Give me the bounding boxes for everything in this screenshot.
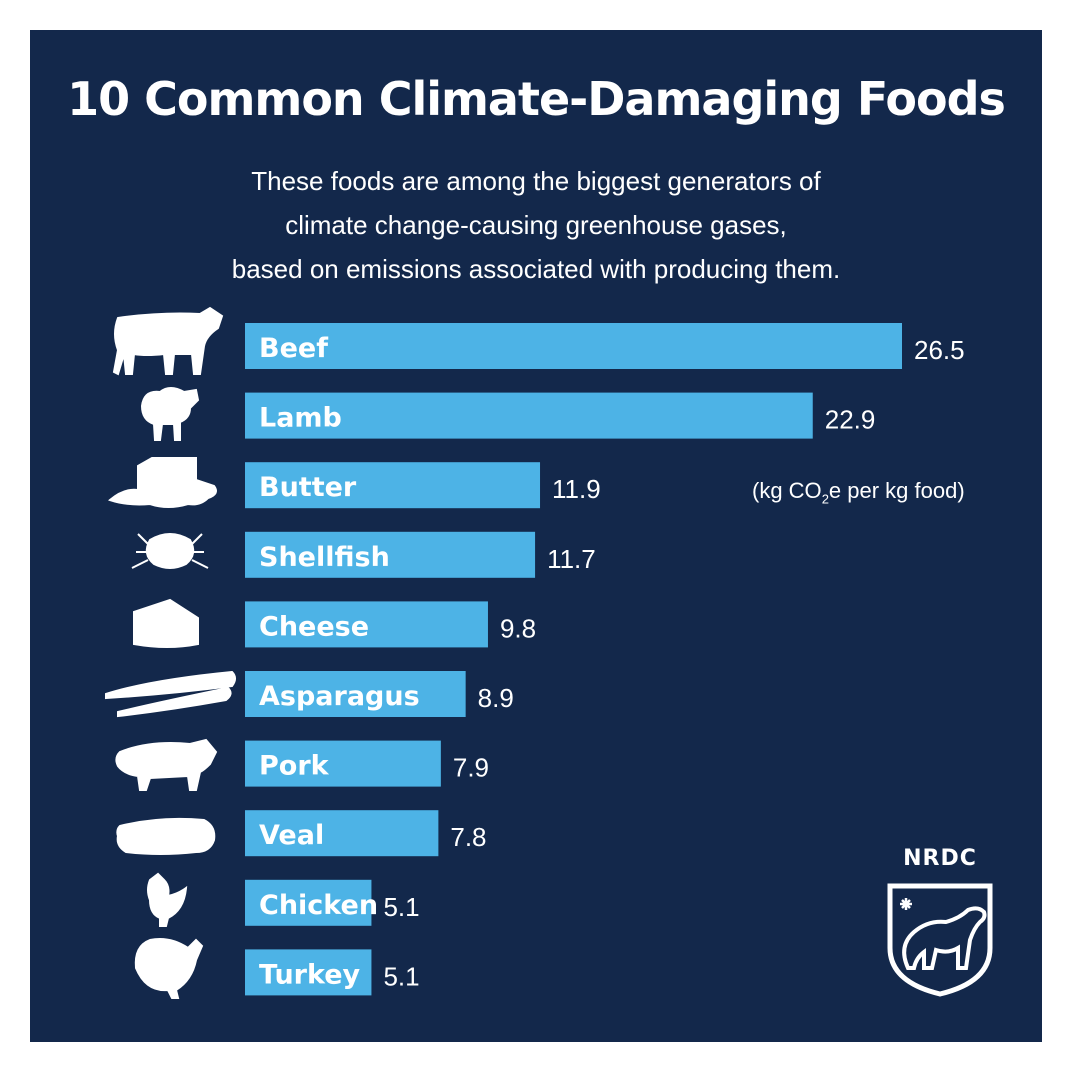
bar-label-veal: Veal — [259, 820, 324, 851]
value-label-lamb: 22.9 — [825, 405, 876, 435]
pig-icon — [115, 738, 218, 791]
cow-icon — [112, 306, 224, 376]
bar-label-pork: Pork — [259, 751, 330, 782]
cheese-icon — [133, 598, 199, 648]
bar-label-shellfish: Shellfish — [259, 542, 390, 573]
bar-label-chicken: Chicken — [259, 890, 378, 921]
sheep-icon — [140, 387, 200, 441]
steak-icon — [116, 817, 216, 855]
value-label-cheese: 9.8 — [500, 613, 536, 643]
turkey-icon — [134, 938, 204, 999]
bar-shellfish — [245, 531, 536, 578]
bar-beef — [245, 323, 902, 369]
subtitle-line-3: based on emissions associated with produ… — [231, 254, 841, 284]
bar-label-cheese: Cheese — [259, 611, 369, 642]
value-label-veal: 7.8 — [450, 822, 486, 852]
asparagus-icon — [105, 670, 236, 718]
chicken-icon — [147, 872, 188, 927]
bar-lamb — [245, 392, 813, 439]
units-prefix: (kg CO — [752, 478, 822, 503]
nrdc-bear-logo-icon — [887, 883, 993, 997]
bar-label-butter: Butter — [259, 472, 357, 503]
bar-label-turkey: Turkey — [259, 959, 361, 990]
nrdc-logo-text: NRDC — [903, 846, 977, 871]
bar-label-asparagus: Asparagus — [259, 681, 420, 712]
butter-icon — [108, 457, 217, 508]
bar-chicken — [245, 879, 372, 926]
page-title: 10 Common Climate-Damaging Foods — [67, 72, 1006, 126]
value-label-asparagus: 8.9 — [478, 683, 514, 713]
value-label-butter: 11.9 — [552, 474, 601, 504]
units-subscript: 2 — [821, 491, 829, 507]
subtitle-line-2: climate change-causing greenhouse gases, — [285, 210, 787, 240]
units-suffix: e per kg food) — [828, 478, 965, 503]
value-label-turkey: 5.1 — [383, 961, 419, 991]
units-label: (kg CO2e per kg food) — [752, 478, 965, 506]
bar-pork — [245, 740, 441, 787]
bar-label-beef: Beef — [259, 333, 328, 364]
value-label-pork: 7.9 — [453, 753, 489, 783]
bar-cheese — [245, 601, 488, 648]
crab-icon — [131, 533, 209, 569]
bar-turkey — [245, 949, 372, 996]
subtitle-line-1: These foods are among the biggest genera… — [251, 166, 821, 196]
bar-veal — [245, 810, 439, 857]
bar-asparagus — [245, 671, 466, 717]
value-label-shellfish: 11.7 — [547, 544, 596, 574]
value-label-beef: 26.5 — [914, 335, 965, 365]
bar-butter — [245, 462, 541, 509]
bar-label-lamb: Lamb — [259, 403, 342, 434]
value-label-chicken: 5.1 — [383, 892, 419, 922]
